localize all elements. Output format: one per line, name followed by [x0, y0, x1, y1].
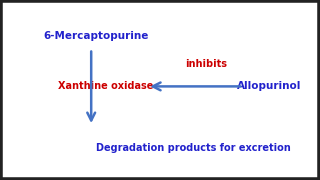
Text: 6-Mercaptopurine: 6-Mercaptopurine — [43, 31, 149, 41]
Text: Degradation products for excretion: Degradation products for excretion — [96, 143, 291, 153]
Text: inhibits: inhibits — [185, 59, 228, 69]
Text: Xanthine oxidase: Xanthine oxidase — [58, 81, 153, 91]
Text: Allopurinol: Allopurinol — [236, 81, 301, 91]
